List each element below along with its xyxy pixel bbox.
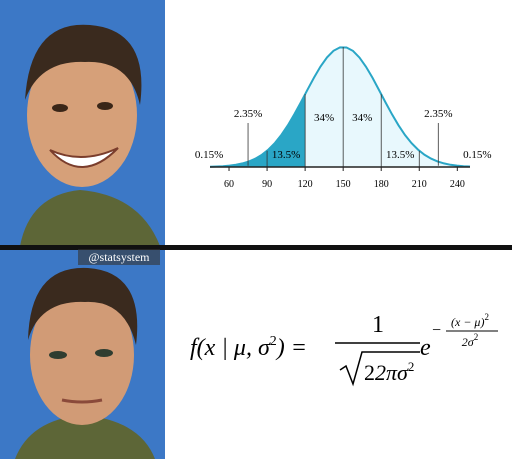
- x-tick-label: 60: [224, 179, 234, 190]
- value-label: 2.35%: [234, 108, 262, 120]
- region: [419, 150, 458, 167]
- bell-curve: [209, 46, 471, 168]
- watermark: @statsystem: [88, 250, 150, 264]
- x-tick-label: 210: [412, 179, 427, 190]
- top-photo: [0, 0, 165, 246]
- value-label: 0.15%: [195, 149, 223, 161]
- x-tick-label: 90: [262, 179, 272, 190]
- formula-lhs: f(x | μ, σ2) =: [190, 334, 307, 361]
- formula-base: e: [420, 335, 431, 361]
- region: [343, 47, 382, 167]
- formula-exp-sign: −: [432, 322, 441, 339]
- bottom-photo: [0, 250, 165, 459]
- value-label: 2.35%: [424, 108, 452, 120]
- formula-exp-denominator: 2σ2: [462, 332, 478, 349]
- value-label: 13.5%: [386, 149, 414, 161]
- region: [305, 47, 344, 167]
- region: [229, 150, 268, 167]
- value-label: 13.5%: [272, 149, 300, 161]
- divider: [0, 245, 512, 250]
- value-label: 34%: [352, 112, 372, 124]
- value-label: 0.15%: [463, 149, 491, 161]
- formula-numerator: 1: [372, 312, 384, 338]
- x-tick-label: 150: [336, 179, 351, 190]
- value-label: 34%: [314, 112, 334, 124]
- formula-denominator: 22πσ2: [364, 359, 414, 385]
- x-tick-label: 180: [374, 179, 389, 190]
- chart: 60 90 120 150 180 210 240 0.15% 2.35% 13.5% 34% 34%…: [195, 46, 492, 190]
- formula-exp-numerator: (x − μ)2: [451, 312, 489, 329]
- x-tick-label: 120: [298, 179, 313, 190]
- x-tick-label: 240: [450, 179, 465, 190]
- watermark-bg: [78, 249, 160, 265]
- sqrt-sign: [339, 351, 420, 387]
